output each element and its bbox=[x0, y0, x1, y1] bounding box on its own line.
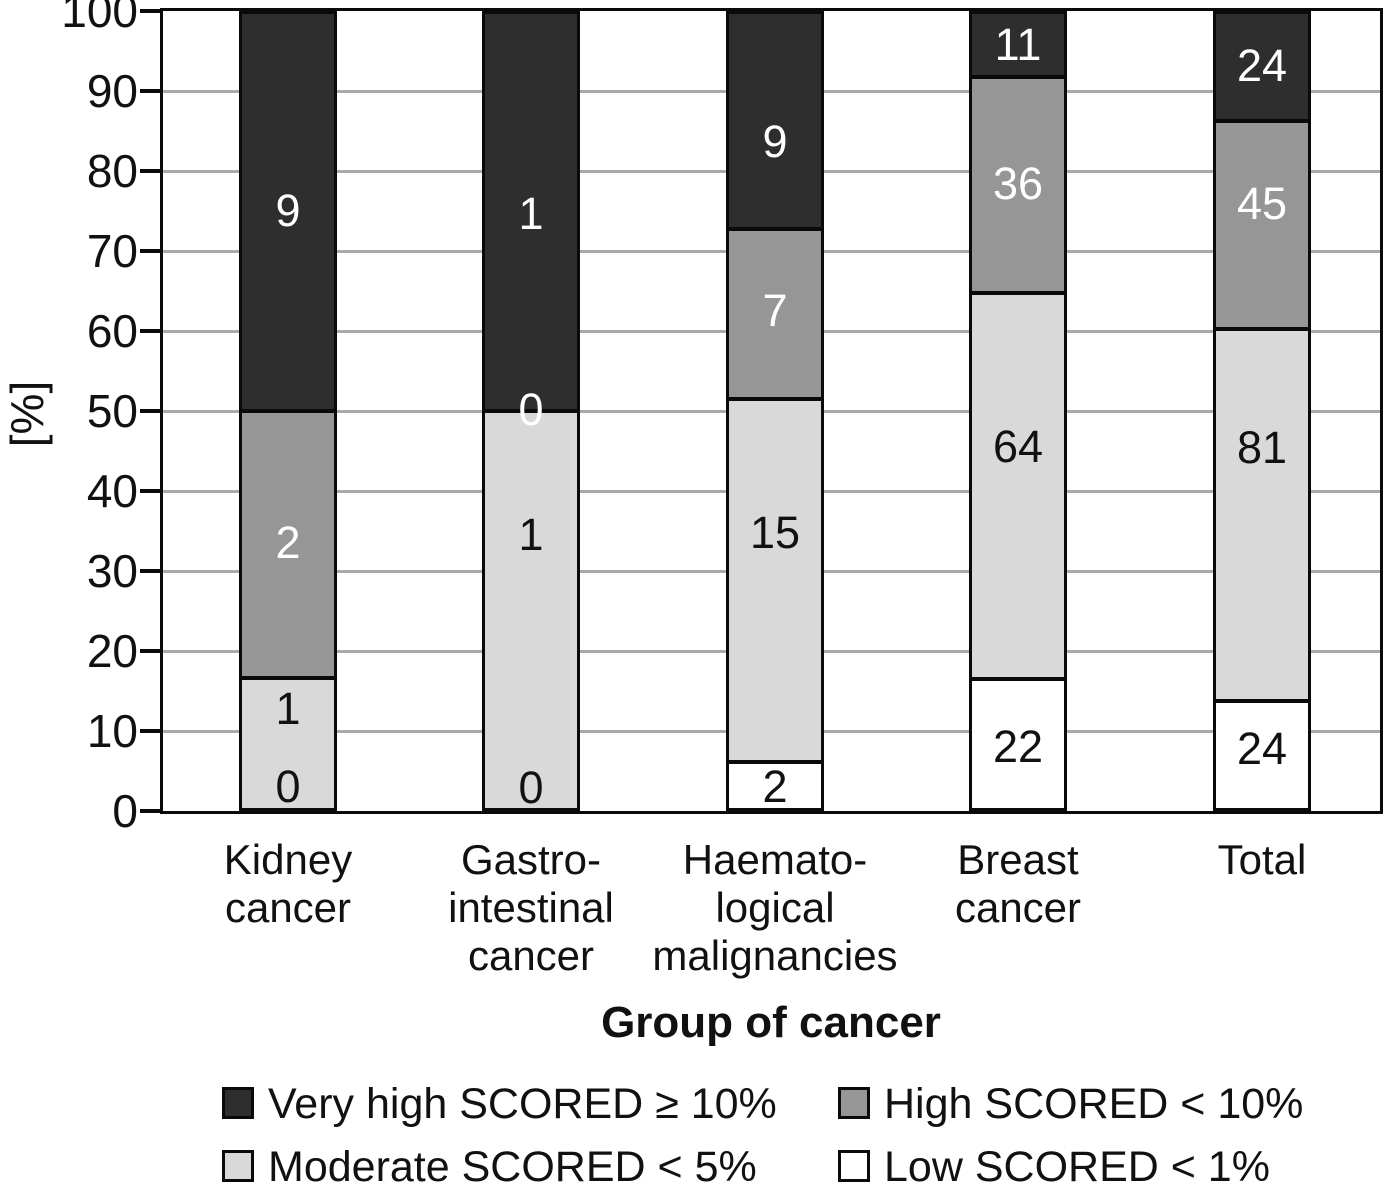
category-label-line: malignancies bbox=[652, 932, 898, 979]
bar-value-label: 24 bbox=[1236, 723, 1288, 775]
bar-value-label: 64 bbox=[992, 421, 1044, 472]
bar-segment bbox=[969, 77, 1067, 294]
bar-value-label: 1 bbox=[518, 509, 544, 560]
category-label-line: intestinal bbox=[448, 884, 614, 931]
y-tick-60 bbox=[140, 329, 163, 333]
bar-value-label: 2 bbox=[275, 517, 301, 568]
category-label-line: cancer bbox=[954, 884, 1082, 931]
y-tick-label-100: 100 bbox=[61, 0, 138, 37]
y-tick-40 bbox=[140, 489, 163, 493]
bar-outline bbox=[482, 11, 580, 811]
bar-value-label: 15 bbox=[749, 506, 801, 558]
bar-outline bbox=[239, 11, 337, 811]
y-tick-label-30: 30 bbox=[86, 545, 138, 597]
bar-value-label: 81 bbox=[1236, 421, 1288, 473]
legend-label: Very high SCORED ≥ 10% bbox=[268, 1080, 777, 1128]
y-tick-label-90: 90 bbox=[86, 65, 138, 117]
bar-value-label: 0 bbox=[518, 384, 544, 436]
legend-swatch bbox=[222, 1087, 254, 1119]
y-tick-label-70: 70 bbox=[86, 225, 138, 277]
bar-value-label: 11 bbox=[994, 18, 1042, 70]
bar-segment bbox=[969, 11, 1067, 78]
y-tick-label-50: 50 bbox=[86, 385, 138, 437]
y-tick-80 bbox=[140, 169, 163, 173]
y-tick-label-60: 60 bbox=[86, 305, 138, 357]
x-axis-title: Group of cancer bbox=[601, 998, 941, 1047]
category-label-line: cancer bbox=[467, 932, 595, 979]
category-label-line: Gastro- bbox=[460, 836, 602, 883]
y-tick-50 bbox=[140, 409, 163, 413]
bar-value-label: 7 bbox=[762, 285, 788, 336]
bar-value-label: 2 bbox=[762, 761, 788, 812]
legend-label: Moderate SCORED < 5% bbox=[268, 1143, 757, 1191]
bar-value-label: 22 bbox=[992, 721, 1044, 772]
category-label-line: Kidney bbox=[223, 836, 353, 883]
y-tick-label-20: 20 bbox=[86, 625, 138, 677]
y-tick-90 bbox=[140, 89, 163, 93]
y-tick-label-10: 10 bbox=[86, 705, 138, 757]
legend-swatch bbox=[838, 1087, 870, 1119]
legend-swatch bbox=[222, 1150, 254, 1182]
y-tick-30 bbox=[140, 569, 163, 573]
category-label-line: Total bbox=[1217, 836, 1307, 883]
bar-value-label: 0 bbox=[518, 761, 544, 813]
bar-value-label: 9 bbox=[762, 116, 788, 168]
bar-value-label: 1 bbox=[518, 188, 544, 240]
y-tick-70 bbox=[140, 249, 163, 253]
bar-value-label: 36 bbox=[992, 157, 1044, 209]
y-tick-10 bbox=[140, 729, 163, 733]
category-label-line: logical bbox=[715, 884, 835, 931]
y-tick-label-40: 40 bbox=[86, 465, 138, 517]
bar-outline bbox=[1213, 11, 1311, 811]
bar-value-label: 0 bbox=[275, 761, 301, 812]
y-tick-20 bbox=[140, 649, 163, 653]
bar-outline bbox=[969, 11, 1067, 811]
bar-segment bbox=[1213, 11, 1311, 122]
bar-segment bbox=[1213, 328, 1311, 701]
bar-segment bbox=[1213, 121, 1311, 329]
legend-label: High SCORED < 10% bbox=[884, 1080, 1304, 1128]
y-tick-label-80: 80 bbox=[86, 145, 138, 197]
legend-label: Low SCORED < 1% bbox=[884, 1143, 1270, 1191]
bar-value-label: 45 bbox=[1236, 177, 1288, 229]
category-label-line: cancer bbox=[224, 884, 352, 931]
y-tick-label-0: 0 bbox=[112, 785, 138, 837]
category-label-line: Breast bbox=[957, 836, 1079, 883]
y-tick-0 bbox=[140, 809, 163, 813]
bar-segment bbox=[1213, 700, 1311, 811]
legend-swatch bbox=[838, 1150, 870, 1182]
bar-value-label: 9 bbox=[275, 185, 301, 236]
bar-segment bbox=[726, 229, 824, 399]
category-label-line: Haemato- bbox=[682, 836, 868, 883]
y-tick-100 bbox=[140, 9, 163, 13]
bar-outline bbox=[726, 11, 824, 811]
bar-value-label: 24 bbox=[1236, 40, 1288, 92]
bar-value-label: 1 bbox=[275, 682, 301, 734]
